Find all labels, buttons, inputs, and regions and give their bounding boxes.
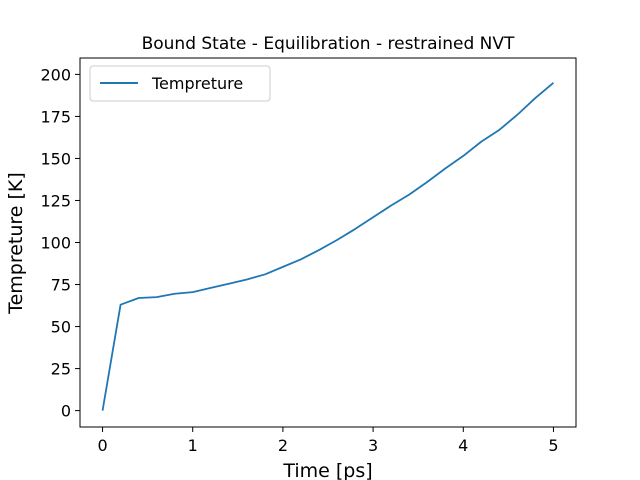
x-tick-label: 5 <box>548 436 558 455</box>
x-axis: 0 1 2 3 4 5 <box>97 427 559 455</box>
plot-frame <box>79 57 577 428</box>
y-axis-label: Tempreture [K] <box>5 172 27 315</box>
legend-label-tempreture: Tempreture <box>151 74 243 93</box>
legend: Tempreture <box>89 65 271 102</box>
plot-area <box>79 57 577 428</box>
x-tick-label: 2 <box>278 436 288 455</box>
x-tick-label: 1 <box>188 436 198 455</box>
y-tick-label: 0 <box>61 402 71 421</box>
series-line-tempreture <box>101 82 555 411</box>
y-tick-label: 100 <box>40 234 71 253</box>
y-tick-label: 175 <box>40 107 71 126</box>
y-tick-label: 25 <box>51 360 71 379</box>
x-tick-label: 4 <box>458 436 468 455</box>
x-tick-label: 0 <box>97 436 107 455</box>
y-tick-label: 75 <box>51 276 71 295</box>
chart-title: Bound State - Equilibration - restrained… <box>142 34 515 54</box>
legend-box <box>89 65 271 102</box>
y-tick-label: 150 <box>40 149 71 168</box>
x-axis-label: Time [ps] <box>282 460 372 480</box>
y-tick-label: 50 <box>51 318 71 337</box>
y-tick-label: 200 <box>40 65 71 84</box>
y-tick-label: 125 <box>40 191 71 210</box>
y-axis: 0 25 50 75 100 125 150 175 200 <box>40 65 80 421</box>
x-tick-label: 3 <box>368 436 378 455</box>
